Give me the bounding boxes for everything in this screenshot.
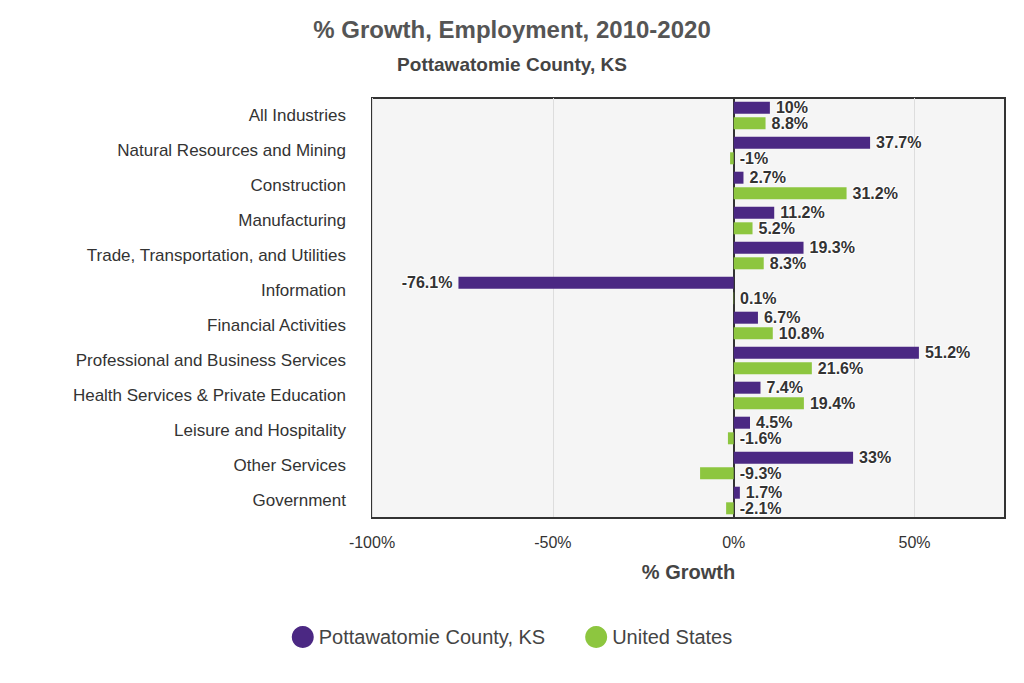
svg-text:United States: United States <box>612 626 732 648</box>
svg-text:8.8%: 8.8% <box>772 115 808 132</box>
svg-text:51.2%: 51.2% <box>925 344 970 361</box>
svg-text:6.7%: 6.7% <box>764 309 800 326</box>
svg-text:Pottawatomie County, KS: Pottawatomie County, KS <box>319 626 545 648</box>
svg-text:8.3%: 8.3% <box>770 255 806 272</box>
svg-text:All Industries: All Industries <box>249 106 346 125</box>
svg-text:33%: 33% <box>859 449 891 466</box>
svg-text:11.2%: 11.2% <box>780 204 824 221</box>
svg-text:-9.3%: -9.3% <box>740 465 782 482</box>
svg-text:-1.6%: -1.6% <box>740 430 782 447</box>
svg-text:Government: Government <box>252 491 346 510</box>
svg-text:2.7%: 2.7% <box>749 169 785 186</box>
svg-text:10%: 10% <box>776 99 808 116</box>
svg-text:% Growth: % Growth <box>642 561 735 583</box>
svg-text:0%: 0% <box>722 534 745 551</box>
svg-text:37.7%: 37.7% <box>876 134 921 151</box>
svg-text:-100%: -100% <box>349 534 395 551</box>
svg-text:-50%: -50% <box>534 534 571 551</box>
svg-text:% Growth, Employment, 2010-202: % Growth, Employment, 2010-2020 <box>313 16 710 43</box>
svg-text:Financial Activities: Financial Activities <box>207 316 346 335</box>
svg-text:Professional and Business Serv: Professional and Business Services <box>76 351 346 370</box>
svg-text:-1%: -1% <box>740 150 768 167</box>
svg-text:10.8%: 10.8% <box>779 325 824 342</box>
svg-text:50%: 50% <box>899 534 931 551</box>
svg-text:0.1%: 0.1% <box>740 290 776 307</box>
svg-text:Manufacturing: Manufacturing <box>238 211 346 230</box>
svg-text:19.3%: 19.3% <box>810 239 855 256</box>
svg-text:7.4%: 7.4% <box>766 379 802 396</box>
svg-text:Natural Resources and Mining: Natural Resources and Mining <box>117 141 346 160</box>
svg-text:Other Services: Other Services <box>234 456 346 475</box>
svg-text:Construction: Construction <box>251 176 346 195</box>
svg-text:Trade, Transportation, and Uti: Trade, Transportation, and Utilities <box>87 246 346 265</box>
svg-text:Health Services & Private Educ: Health Services & Private Education <box>73 386 346 405</box>
svg-text:4.5%: 4.5% <box>756 414 792 431</box>
svg-text:31.2%: 31.2% <box>853 185 898 202</box>
svg-text:Leisure and Hospitality: Leisure and Hospitality <box>174 421 346 440</box>
svg-text:1.7%: 1.7% <box>746 484 782 501</box>
svg-text:-76.1%: -76.1% <box>402 274 453 291</box>
svg-text:5.2%: 5.2% <box>759 220 795 237</box>
svg-text:Information: Information <box>261 281 346 300</box>
svg-text:-2.1%: -2.1% <box>740 500 782 517</box>
svg-text:Pottawatomie County, KS: Pottawatomie County, KS <box>397 54 627 75</box>
svg-text:19.4%: 19.4% <box>810 395 855 412</box>
svg-text:21.6%: 21.6% <box>818 360 863 377</box>
